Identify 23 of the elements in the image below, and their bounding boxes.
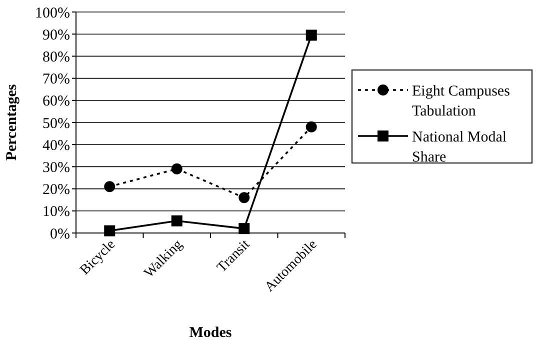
point — [238, 192, 250, 204]
y-tick-label: 60% — [42, 94, 70, 110]
y-tick-label: 40% — [42, 138, 70, 154]
legend-label: Eight Campuses Tabulation — [412, 83, 510, 120]
y-tick-label: 80% — [42, 49, 70, 66]
y-tick-label: 70% — [42, 72, 70, 88]
y-tick-label: 30% — [42, 160, 70, 176]
point — [171, 215, 182, 226]
legend-label: National Modal Share — [412, 129, 507, 166]
point — [238, 223, 250, 234]
point — [104, 181, 116, 192]
y-tick-label: 20% — [42, 182, 70, 198]
point — [306, 30, 317, 41]
y-tick-label: 0% — [50, 226, 70, 242]
y-axis-title: Percentages — [4, 84, 20, 161]
y-tick-label: 10% — [42, 204, 70, 220]
y-tick-label: 50% — [42, 116, 70, 132]
y-tick-label: 90% — [42, 27, 70, 44]
point — [306, 121, 317, 132]
point — [104, 225, 116, 236]
x-axis-title: Modes — [189, 325, 232, 341]
point — [171, 163, 182, 174]
y-tick-label: 100% — [35, 5, 70, 22]
